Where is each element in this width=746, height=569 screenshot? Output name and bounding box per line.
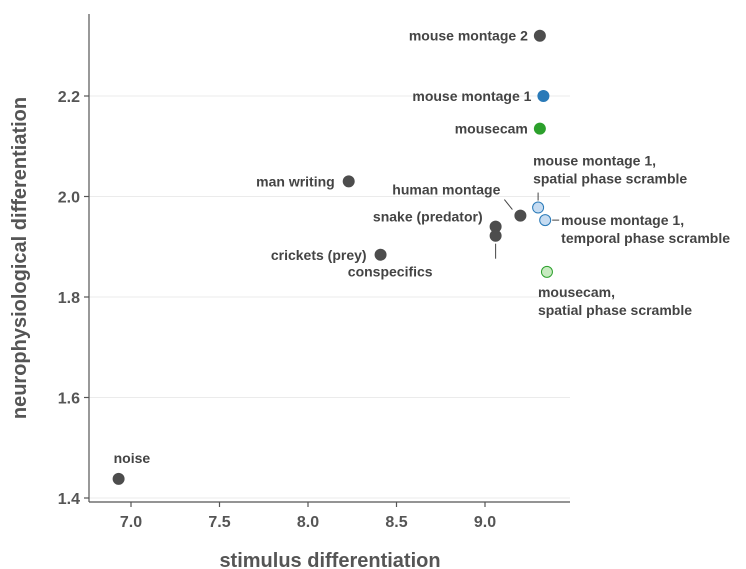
point-label-line: spatial phase scramble	[538, 302, 692, 318]
y-tick-label: 2.2	[58, 89, 80, 106]
point-label: mousecam, spatial phase scramble	[538, 284, 692, 318]
y-tick-label: 1.8	[58, 290, 80, 307]
y-tick-label: 2.0	[58, 190, 80, 207]
label-leader-lines	[495, 192, 560, 259]
point-label: snake (predator)	[373, 209, 483, 225]
point-label: crickets (prey)	[271, 247, 367, 263]
point-label-line: mouse montage 1,	[561, 212, 684, 228]
label-leader	[504, 199, 513, 210]
point-labels: mouse montage 2 mouse montage 1 mousecam ma…	[114, 28, 731, 466]
data-point	[112, 472, 125, 485]
point-label: mousecam	[455, 121, 528, 137]
y-axis-title: neurophysiological differentiation	[9, 97, 31, 419]
x-tick-label: 8.0	[297, 514, 319, 531]
data-point	[532, 201, 545, 214]
point-label-line: mouse montage 1,	[533, 153, 656, 169]
point-label: mouse montage 1, temporal phase scramble	[561, 212, 730, 246]
y-tick-label: 1.4	[58, 491, 80, 508]
point-label: mouse montage 2	[409, 28, 528, 44]
gridlines	[89, 95, 570, 499]
point-label: human montage	[392, 182, 500, 198]
point-label: man writing	[256, 173, 335, 189]
data-point	[342, 175, 355, 188]
data-points	[112, 29, 553, 485]
data-point	[540, 265, 553, 278]
tick-labels: 1.4 1.6 1.8 2.0 2.2 7.0 7.5 8.0 8.5 9.0	[58, 89, 496, 531]
x-axis-title: stimulus differentiation	[219, 550, 440, 569]
data-point	[489, 229, 502, 242]
point-label: mouse montage 1, spatial phase scramble	[533, 153, 687, 187]
point-label: noise	[114, 450, 151, 466]
point-label: conspecifics	[348, 264, 433, 280]
data-point	[537, 90, 550, 102]
point-label-line: spatial phase scramble	[533, 171, 687, 187]
point-label: mouse montage 1	[412, 88, 531, 104]
data-point	[514, 209, 527, 222]
y-tick-label: 1.6	[58, 391, 80, 408]
point-label-line: mousecam,	[538, 284, 615, 300]
data-point	[374, 248, 387, 261]
x-tick-label: 7.0	[120, 514, 142, 531]
x-tick-label: 7.5	[208, 514, 230, 531]
data-point	[539, 214, 552, 227]
data-point	[533, 29, 546, 42]
point-label-line: temporal phase scramble	[561, 230, 730, 246]
axes	[84, 14, 570, 507]
x-tick-label: 8.5	[385, 514, 407, 531]
data-point	[533, 122, 546, 135]
x-tick-label: 9.0	[474, 514, 496, 531]
